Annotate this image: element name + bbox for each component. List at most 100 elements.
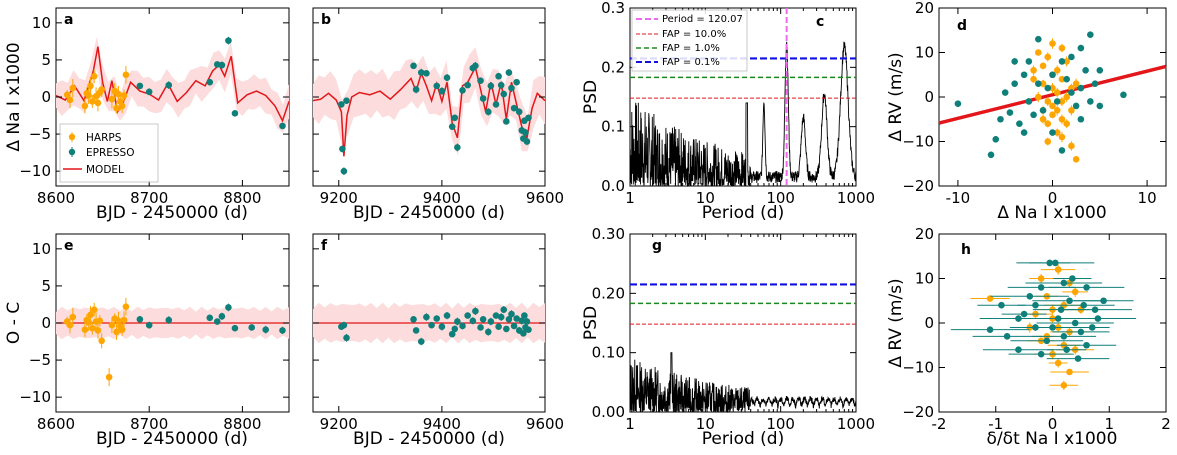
harps-point [986, 295, 994, 302]
espresso-point [492, 312, 500, 319]
x-tick-label: -1 [988, 415, 1003, 433]
espresso-point [1016, 120, 1023, 127]
espresso-point [1080, 301, 1088, 309]
espresso-point [523, 138, 531, 145]
harps-point [1053, 129, 1061, 136]
harps-point [120, 92, 128, 99]
espresso-point [231, 110, 239, 117]
espresso-point [525, 114, 532, 122]
espresso-point [510, 322, 518, 330]
panel-label-a: a [64, 12, 73, 28]
espresso-point [513, 78, 520, 86]
espresso-point [1082, 67, 1089, 74]
panel-a-plot [56, 36, 289, 133]
x-tick-label: 10 [696, 189, 715, 207]
espresso-point [998, 301, 1005, 309]
y-tick-label: 0 [41, 88, 51, 106]
espresso-point [954, 100, 962, 107]
espresso-point [1049, 71, 1056, 79]
harps-point [1068, 107, 1075, 114]
espresso-point [464, 81, 471, 89]
espresso-point [1030, 111, 1037, 119]
x-tick-label: 1 [1104, 415, 1114, 433]
x-tick-label: 9200 [320, 415, 358, 433]
confidence-band [313, 47, 545, 156]
espresso-point [1077, 44, 1085, 52]
panel-label-h: h [961, 242, 971, 258]
espresso-point [1060, 279, 1068, 287]
harps-point [1053, 107, 1061, 114]
espresso-point [1083, 341, 1090, 349]
espresso-point [1020, 310, 1028, 318]
espresso-point [1066, 297, 1073, 305]
y-axis-label-c: PSD [581, 80, 601, 114]
y-tick-label: −10 [902, 359, 934, 377]
espresso-point [520, 330, 527, 337]
espresso-point [522, 129, 529, 136]
espresso-point [1100, 297, 1107, 305]
espresso-point [417, 69, 425, 76]
espresso-point [428, 321, 435, 329]
periodogram-line [629, 352, 857, 413]
espresso-point [1058, 147, 1066, 154]
espresso-point [412, 327, 420, 334]
y-tick-label: 0.1 [601, 118, 625, 136]
espresso-point [1088, 324, 1096, 331]
espresso-point [1037, 284, 1045, 291]
panel-g-marks: 1 10 100 1000 0.00 0.10 0.20 0.30 [592, 225, 876, 433]
y-tick-label: −10 [19, 388, 51, 406]
espresso-point [443, 312, 451, 319]
harps-point [87, 311, 94, 319]
y-tick-label: −20 [902, 177, 934, 195]
espresso-point [464, 312, 471, 319]
espresso-point [500, 306, 508, 313]
y-axis-label-d: Δ RV (m/s) [886, 52, 906, 141]
espresso-point [477, 77, 484, 84]
legend-a-harps-marker [68, 132, 76, 142]
harps-point [122, 303, 130, 310]
espresso-point [1053, 98, 1061, 105]
espresso-point [423, 313, 430, 321]
y-tick-label: −5 [29, 351, 51, 369]
espresso-point [1001, 89, 1009, 96]
panel-label-e: e [64, 238, 74, 254]
legend-a-harps-label: HARPS [86, 132, 122, 144]
x-tick-label: -2 [932, 415, 947, 433]
x-tick-label: 100 [766, 415, 795, 433]
espresso-point [218, 313, 226, 320]
harps-point [1072, 156, 1080, 163]
harps-point [113, 104, 120, 112]
espresso-point [510, 104, 518, 112]
espresso-point [1039, 107, 1047, 114]
espresso-point [433, 82, 441, 90]
y-axis-label-h: Δ RV (m/s) [886, 278, 906, 367]
espresso-point [417, 338, 425, 345]
legend-a-espresso-marker [68, 147, 76, 157]
espresso-point [1120, 91, 1127, 99]
x-axis-label-h: δ/δt Na I x1000 [987, 429, 1118, 449]
espresso-point [997, 115, 1004, 123]
espresso-point [518, 317, 526, 325]
espresso-point [225, 304, 232, 311]
espresso-point [433, 315, 441, 322]
harps-point [1044, 138, 1052, 145]
panel-g [629, 233, 857, 413]
harps-point [63, 91, 71, 99]
harps-point [98, 86, 105, 93]
x-tick-label: 100 [766, 189, 795, 207]
x-tick-label: 9600 [526, 415, 564, 433]
harps-point [108, 321, 116, 329]
legend-a-model-label: MODEL [86, 164, 124, 176]
x-tick-label: 8800 [223, 415, 261, 433]
fit-line [938, 64, 1167, 125]
y-tick-label: 5 [41, 51, 51, 69]
harps-point [1053, 89, 1061, 96]
harps-point [1049, 111, 1056, 119]
espresso-point [1063, 75, 1070, 83]
espresso-point [423, 69, 430, 77]
espresso-point [1063, 346, 1070, 354]
legend-a-espresso-label: EPRESSO [86, 147, 135, 159]
espresso-point [503, 325, 510, 333]
espresso-point [1068, 53, 1075, 61]
